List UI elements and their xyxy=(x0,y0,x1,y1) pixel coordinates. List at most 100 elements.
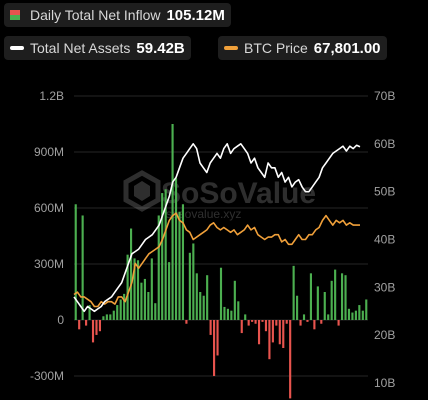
inflow-bar xyxy=(164,189,167,320)
inflow-bar xyxy=(268,320,271,360)
btc-price-line xyxy=(73,212,360,308)
left-tick-label: -300M xyxy=(30,369,64,383)
inflow-bar xyxy=(327,314,330,320)
inflow-bar xyxy=(88,305,91,320)
legend-inflow[interactable]: Daily Total Net Inflow 105.12M xyxy=(4,3,231,27)
inflow-bar xyxy=(240,320,243,334)
inflow-bar xyxy=(347,308,351,320)
inflow-bar xyxy=(185,320,188,324)
inflow-bar xyxy=(98,320,102,332)
inflow-bar xyxy=(309,273,312,320)
inflow-bar xyxy=(116,305,119,320)
inflow-bar xyxy=(78,320,81,330)
inflow-bar xyxy=(340,273,344,320)
inflow-bar xyxy=(261,320,264,322)
inflow-bar xyxy=(143,278,146,320)
inflow-bar xyxy=(133,258,136,320)
inflow-bar xyxy=(171,124,174,320)
right-axis: 70B 60B 50B 40B 30B 20B 10B xyxy=(374,89,395,390)
inflow-bar xyxy=(219,267,223,320)
inflow-bar xyxy=(278,320,281,345)
inflow-bar xyxy=(213,320,216,376)
right-tick-label: 20B xyxy=(374,328,395,342)
inflow-bar xyxy=(81,215,84,320)
inflow-bar xyxy=(296,295,299,320)
inflow-bar xyxy=(136,260,140,320)
inflow-bar xyxy=(344,275,347,320)
left-tick-label: 900M xyxy=(34,145,64,159)
inflow-bar xyxy=(119,299,122,320)
inflow-bar xyxy=(264,320,268,332)
assets-legend-value: 59.42B xyxy=(136,39,185,57)
btc-legend-swatch xyxy=(224,46,238,50)
right-tick-label: 30B xyxy=(374,280,395,294)
inflow-bar xyxy=(74,204,77,320)
total-net-assets-line xyxy=(73,143,361,313)
inflow-bar xyxy=(123,293,126,320)
inflow-bar xyxy=(150,258,153,320)
inflow-bar xyxy=(313,320,316,330)
inflow-bar xyxy=(292,265,295,320)
assets-legend-label: Total Net Assets xyxy=(30,40,131,56)
legend-btc-price[interactable]: BTC Price 67,801.00 xyxy=(218,36,387,60)
inflow-bar xyxy=(112,310,115,320)
inflow-bar xyxy=(244,314,247,320)
inflow-bar xyxy=(109,314,112,320)
inflow-bar xyxy=(226,308,229,320)
inflow-bar xyxy=(105,314,108,320)
inflow-bar xyxy=(85,320,88,326)
left-tick-label: 600M xyxy=(34,201,64,215)
inflow-bar xyxy=(254,320,257,324)
inflow-bar xyxy=(181,204,185,320)
watermark-logo-icon xyxy=(123,170,161,212)
inflow-bar xyxy=(358,305,361,320)
inflow-bar xyxy=(306,320,309,322)
inflow-bar xyxy=(230,310,233,320)
inflow-bar xyxy=(216,320,219,356)
inflow-bar xyxy=(147,292,150,320)
inflow-bar xyxy=(354,310,357,320)
inflow-legend-value: 105.12M xyxy=(166,6,225,24)
right-tick-label: 50B xyxy=(374,185,395,199)
inflow-bar xyxy=(161,193,164,320)
inflow-bar xyxy=(199,292,202,320)
inflow-bar xyxy=(282,320,285,348)
inflow-bar xyxy=(337,320,340,326)
inflow-bar xyxy=(316,286,319,320)
inflow-bar xyxy=(257,320,261,345)
left-tick-label: 1.2B xyxy=(39,89,64,103)
inflow-bar xyxy=(251,320,254,322)
inflow-bar xyxy=(130,228,133,320)
watermark: SoSoValue sosovalue.xyz xyxy=(123,170,316,221)
inflow-bar xyxy=(330,280,333,320)
assets-legend-swatch xyxy=(10,46,24,50)
left-tick-label: 0 xyxy=(57,313,64,327)
left-tick-label: 300M xyxy=(34,257,64,271)
inflow-bar xyxy=(299,320,302,326)
inflow-bar xyxy=(365,299,368,320)
inflow-bar xyxy=(95,320,98,335)
inflow-bar xyxy=(126,254,129,320)
legend-total-net-assets[interactable]: Total Net Assets 59.42B xyxy=(4,36,191,60)
watermark-url: sosovalue.xyz xyxy=(166,207,241,221)
inflow-bar xyxy=(157,215,160,320)
inflow-legend-swatch xyxy=(10,10,20,20)
inflow-bar xyxy=(233,280,236,320)
inflow-bar xyxy=(320,320,323,324)
inflow-bar xyxy=(351,312,354,320)
inflow-bar xyxy=(223,306,226,320)
inflow-bar xyxy=(202,295,205,320)
watermark-brand: SoSoValue xyxy=(161,177,316,210)
inflow-bar xyxy=(289,320,292,399)
inflow-bar xyxy=(192,243,195,320)
right-tick-label: 10B xyxy=(374,376,395,390)
inflow-bar xyxy=(209,320,212,335)
right-tick-label: 60B xyxy=(374,137,395,151)
grid xyxy=(74,95,368,377)
inflow-bar xyxy=(178,211,181,320)
inflow-bar xyxy=(168,262,171,320)
inflow-bar xyxy=(271,320,274,343)
inflow-bar xyxy=(154,303,157,320)
inflow-bar xyxy=(91,320,95,343)
